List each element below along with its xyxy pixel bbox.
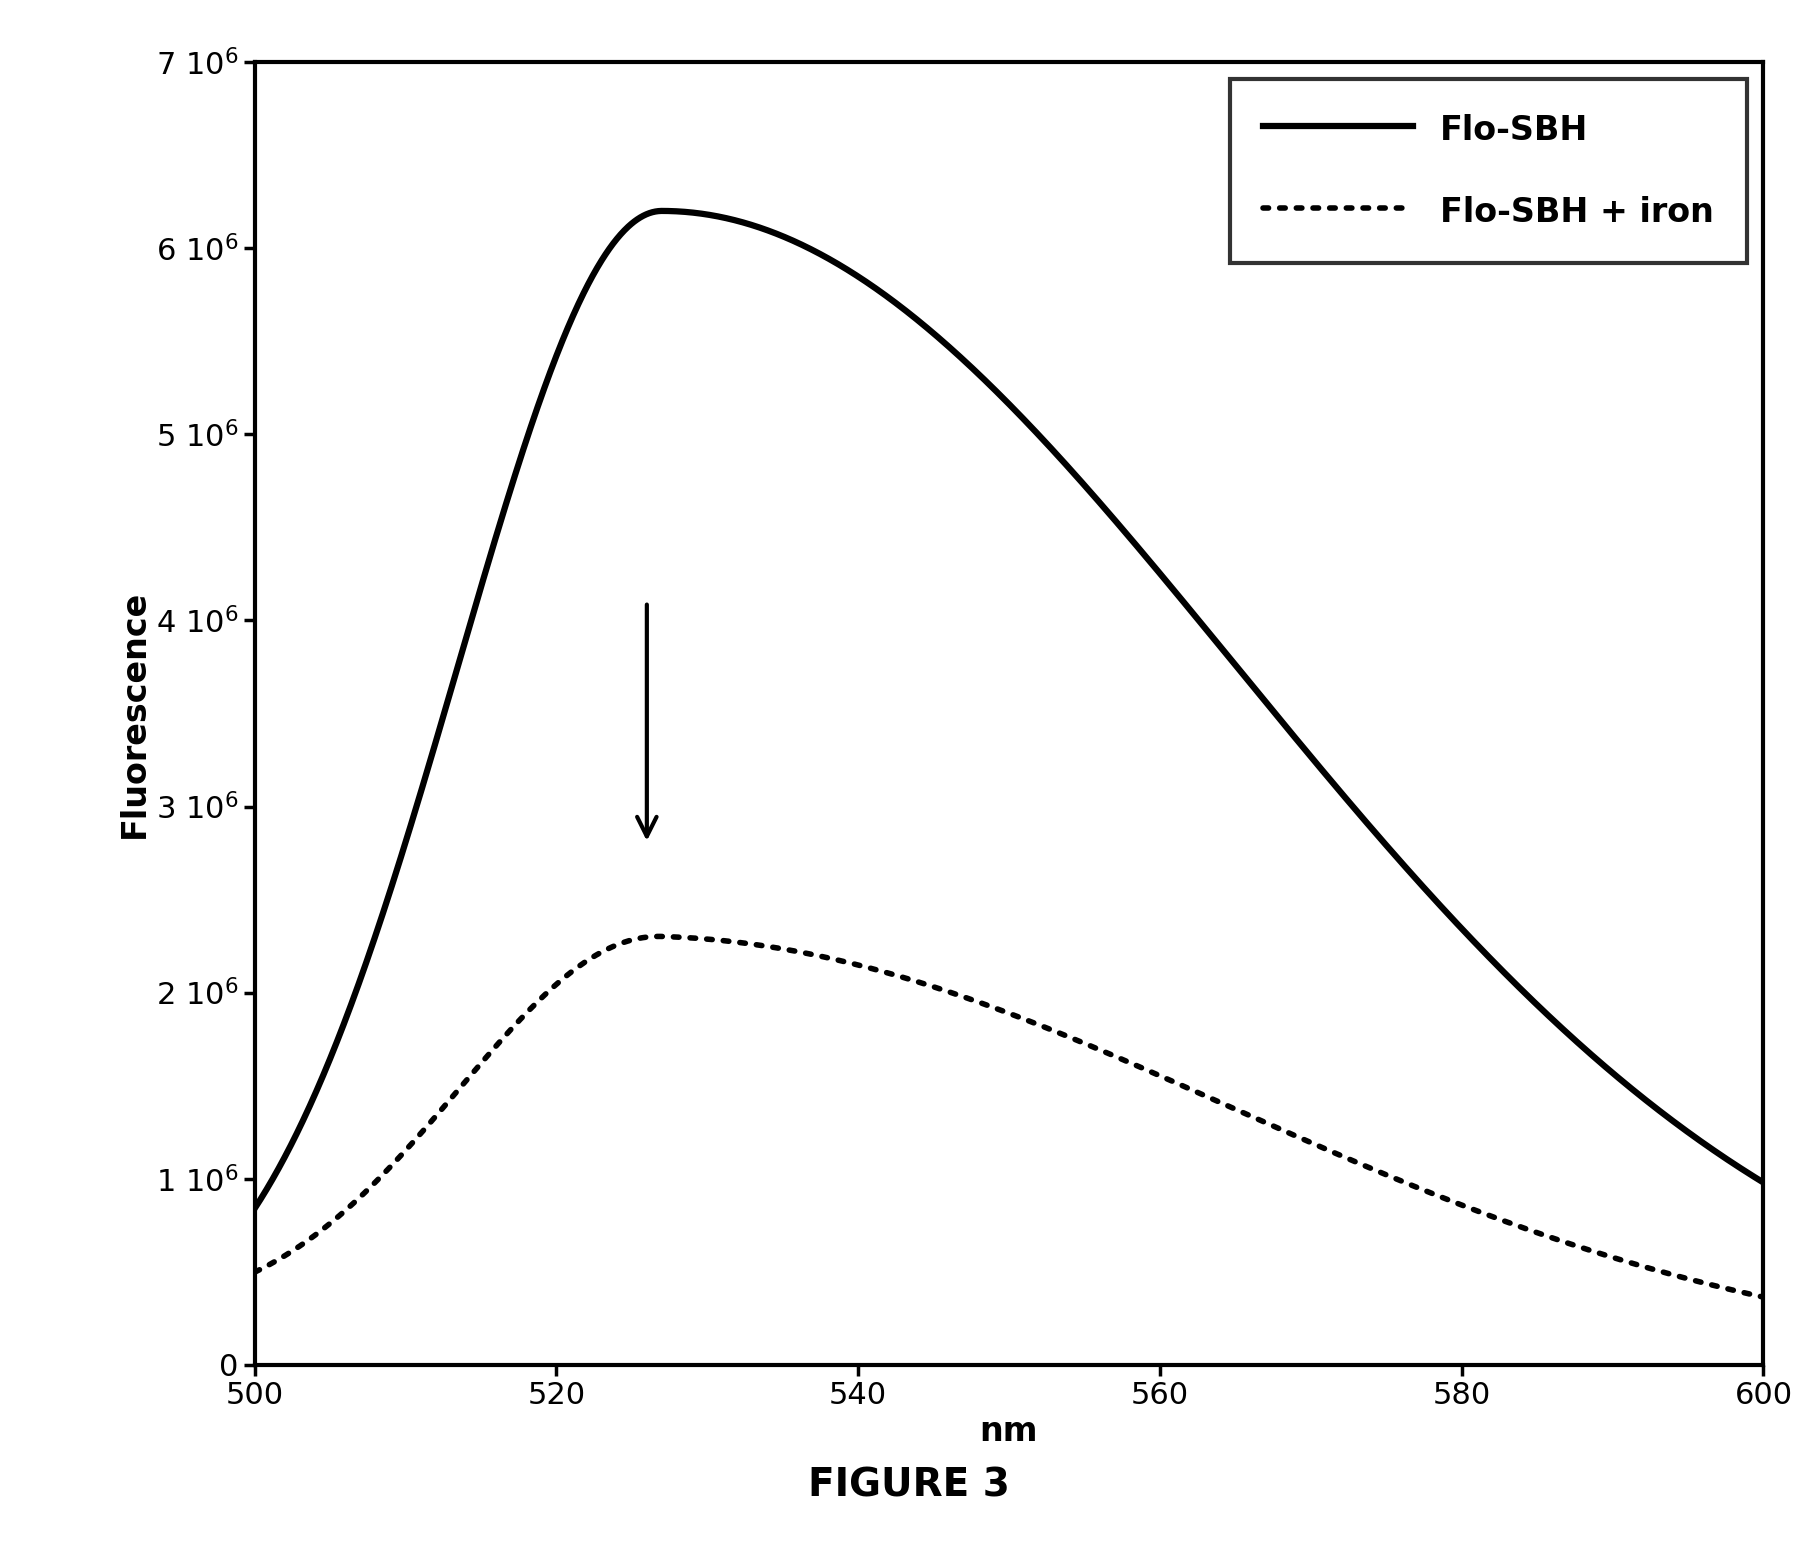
- Y-axis label: Fluorescence: Fluorescence: [118, 589, 151, 838]
- Line: Flo-SBH: Flo-SBH: [255, 211, 1763, 1208]
- Flo-SBH + iron: [320, 1213, 342, 1231]
- Flo-SBH + iron: [1433, 1188, 1454, 1207]
- Flo-SBH + iron: [1709, 1278, 1731, 1297]
- Flo-SBH: [1709, 1145, 1731, 1163]
- Flo-SBH + iron: [938, 982, 960, 1000]
- Flo-SBH + iron: [1709, 1278, 1731, 1297]
- X-axis label: nm: nm: [980, 1416, 1038, 1449]
- Flo-SBH + iron: [244, 1263, 265, 1281]
- Flo-SBH + iron: [978, 997, 1000, 1016]
- Flo-SBH: [1433, 900, 1454, 918]
- Flo-SBH: [1753, 1173, 1774, 1191]
- Flo-SBH: [1709, 1146, 1731, 1165]
- Flo-SBH: [651, 202, 673, 220]
- Flo-SBH: [978, 375, 1000, 394]
- Flo-SBH: [244, 1199, 265, 1218]
- Line: Flo-SBH + iron: Flo-SBH + iron: [255, 937, 1763, 1297]
- Text: FIGURE 3: FIGURE 3: [807, 1466, 1011, 1504]
- Flo-SBH: [320, 1045, 342, 1064]
- Flo-SBH + iron: [1753, 1287, 1774, 1306]
- Flo-SBH: [938, 338, 960, 357]
- Legend: Flo-SBH, Flo-SBH + iron: Flo-SBH, Flo-SBH + iron: [1229, 79, 1747, 262]
- Flo-SBH + iron: [647, 927, 669, 946]
